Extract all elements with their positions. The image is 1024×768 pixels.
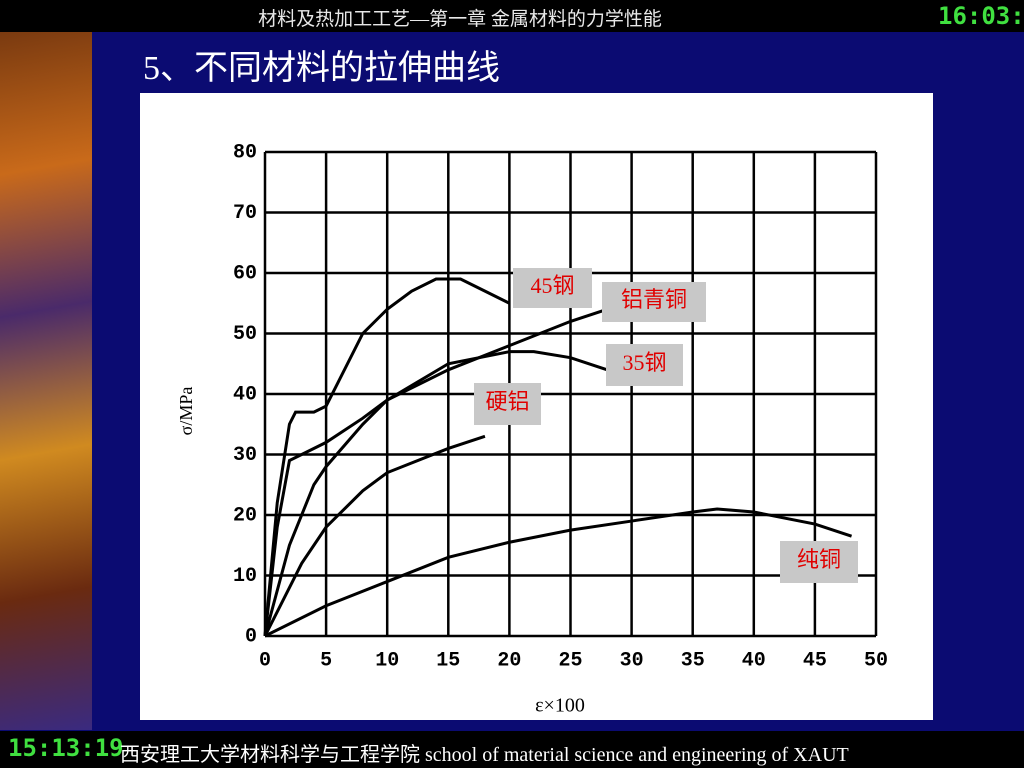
series-label-box (606, 344, 683, 386)
x-tick-label: 50 (864, 649, 888, 672)
clock: 15:13:19 (8, 734, 124, 762)
footer: 西安理工大学材料科学与工程学院 school of material scien… (120, 744, 849, 766)
x-tick-label: 15 (436, 649, 460, 672)
x-tick-label: 5 (320, 649, 332, 672)
x-tick-label: 10 (375, 649, 399, 672)
series-label: 纯铜 (797, 547, 841, 572)
x-axis-label: ε×100 (535, 695, 585, 717)
x-tick-label: 45 (803, 649, 827, 672)
chart: 0 10 20 30 40 50 60 70 80 0 5 10 15 20 25 30 35 40 45 50 ε×1… (140, 93, 933, 720)
series-label-box (602, 282, 706, 322)
line (263, 350, 608, 637)
series-label: 硬铝 (485, 389, 529, 414)
x-tick-label: 35 (681, 649, 705, 672)
series-label-box (780, 541, 858, 583)
y-tick-label: 50 (233, 323, 257, 346)
line (263, 434, 486, 637)
line (263, 307, 608, 637)
y-tick-label: 0 (245, 625, 257, 648)
x-tick-label: 25 (558, 649, 582, 672)
decoration (0, 32, 92, 730)
y-tick-label: 80 (233, 141, 257, 164)
line (264, 507, 853, 638)
y-tick-label: 40 (233, 383, 257, 406)
y-tick-label: 70 (233, 202, 257, 225)
series-label-box (513, 268, 592, 308)
y-axis-label: σ/MPa (176, 387, 196, 436)
y-tick-label: 30 (233, 444, 257, 467)
course-title: 材料及热加工工艺—第一章 金属材料的力学性能 (258, 9, 662, 30)
y-tick-label: 60 (233, 262, 257, 285)
y-tick-label: 10 (233, 565, 257, 588)
x-tick-label: 30 (620, 649, 644, 672)
slide-title: 5、不同材料的拉伸曲线 (143, 50, 500, 87)
x-tick-label: 40 (742, 649, 766, 672)
line (263, 277, 511, 637)
series-label-box (474, 383, 541, 425)
clock: 16:03:41 (938, 2, 1024, 30)
series-label: 45钢 (530, 273, 574, 298)
y-tick-label: 20 (233, 504, 257, 527)
x-tick-label: 20 (497, 649, 521, 672)
series-label: 铝青铜 (621, 287, 687, 312)
series-label: 35钢 (622, 350, 666, 375)
bottom-bar: 15:13:19 西安理工大学材料科学与工程学院 school of mater… (0, 731, 1024, 768)
top-bar: 材料及热加工工艺—第一章 金属材料的力学性能 16:03:41 (0, 0, 1024, 32)
x-tick-label: 0 (259, 649, 271, 672)
